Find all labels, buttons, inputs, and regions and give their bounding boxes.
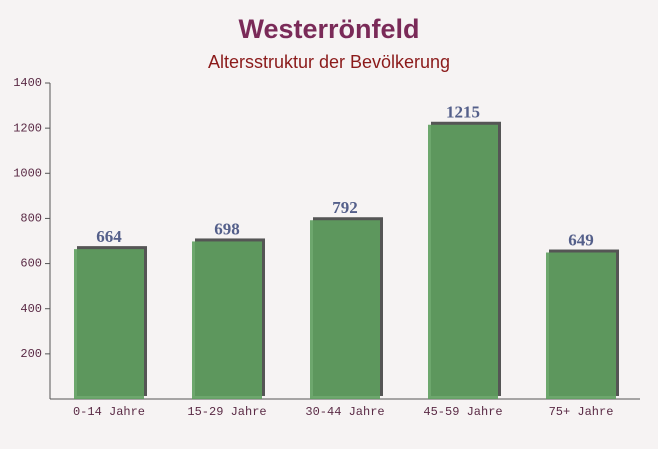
y-tick-label: 400 — [20, 302, 42, 316]
value-label: 649 — [568, 230, 594, 249]
chart-subtitle: Altersstruktur der Bevölkerung — [208, 52, 450, 72]
bar — [546, 252, 616, 399]
bar — [428, 124, 498, 399]
value-label: 792 — [332, 198, 358, 217]
chart-title: Westerrönfeld — [238, 14, 419, 44]
x-tick-label: 75+ Jahre — [549, 405, 614, 419]
x-tick-label: 45-59 Jahre — [423, 405, 502, 419]
x-tick-label: 0-14 Jahre — [73, 405, 145, 419]
y-tick-label: 200 — [20, 347, 42, 361]
y-tick-label: 600 — [20, 257, 42, 271]
value-label: 1215 — [446, 103, 480, 122]
bar — [192, 241, 262, 399]
bar — [310, 220, 380, 399]
bar — [74, 249, 144, 399]
value-label: 698 — [214, 219, 240, 238]
x-tick-label: 30-44 Jahre — [305, 405, 384, 419]
x-tick-label: 15-29 Jahre — [187, 405, 266, 419]
value-label: 664 — [96, 227, 122, 246]
y-tick-label: 1200 — [13, 121, 42, 135]
y-tick-label: 1000 — [13, 166, 42, 180]
y-tick-label: 1400 — [13, 76, 42, 90]
y-tick-label: 800 — [20, 212, 42, 226]
